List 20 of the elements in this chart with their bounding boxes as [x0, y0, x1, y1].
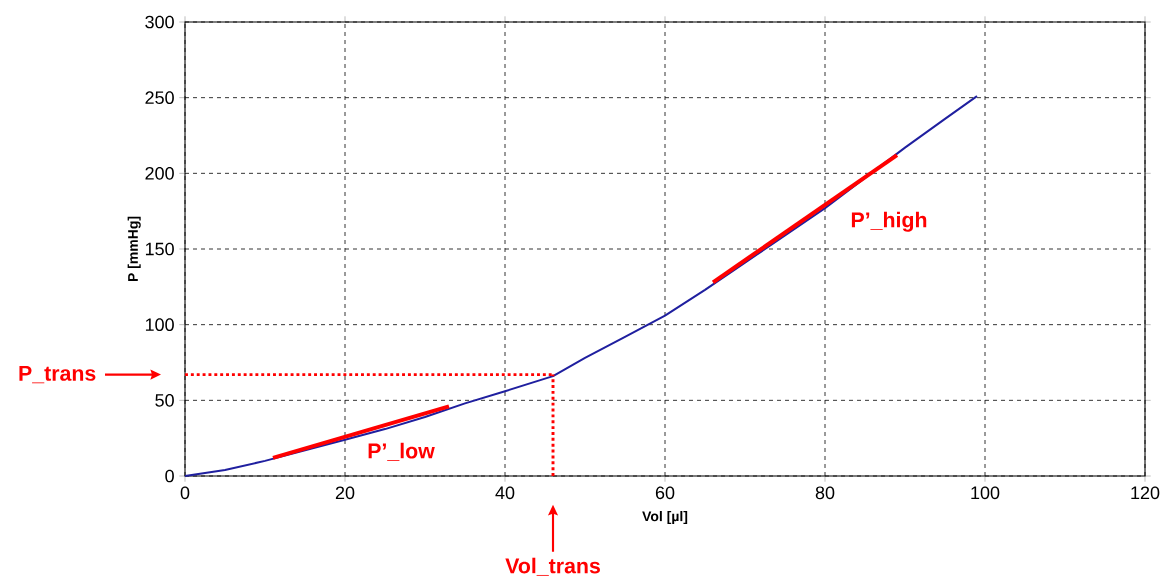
- y-tick-label: 0: [165, 469, 174, 483]
- y-tick-label: 50: [155, 393, 174, 407]
- x-tick-label: 60: [655, 486, 675, 500]
- y-axis-title: P [mmHg]: [127, 216, 141, 282]
- x-tick-label: 0: [180, 486, 190, 500]
- x-tick-label: 120: [1131, 486, 1160, 500]
- x-tick-label: 20: [335, 486, 355, 500]
- x-axis-title: Vol [µl]: [642, 510, 688, 525]
- y-tick-label: 150: [145, 242, 174, 256]
- y-tick-label: 250: [145, 91, 174, 105]
- y-tick-label: 100: [145, 318, 174, 332]
- x-tick-label: 80: [815, 486, 835, 500]
- annotation: P’_low: [368, 442, 435, 461]
- x-tick-label: 100: [971, 486, 1000, 500]
- text: Vol_trans: [505, 557, 600, 576]
- text: P_trans: [19, 365, 96, 384]
- x-tick-label: 40: [495, 486, 515, 500]
- y-tick-label: 200: [145, 166, 174, 180]
- y-tick-label: 300: [145, 15, 174, 29]
- annotation: P’_high: [851, 211, 927, 232]
